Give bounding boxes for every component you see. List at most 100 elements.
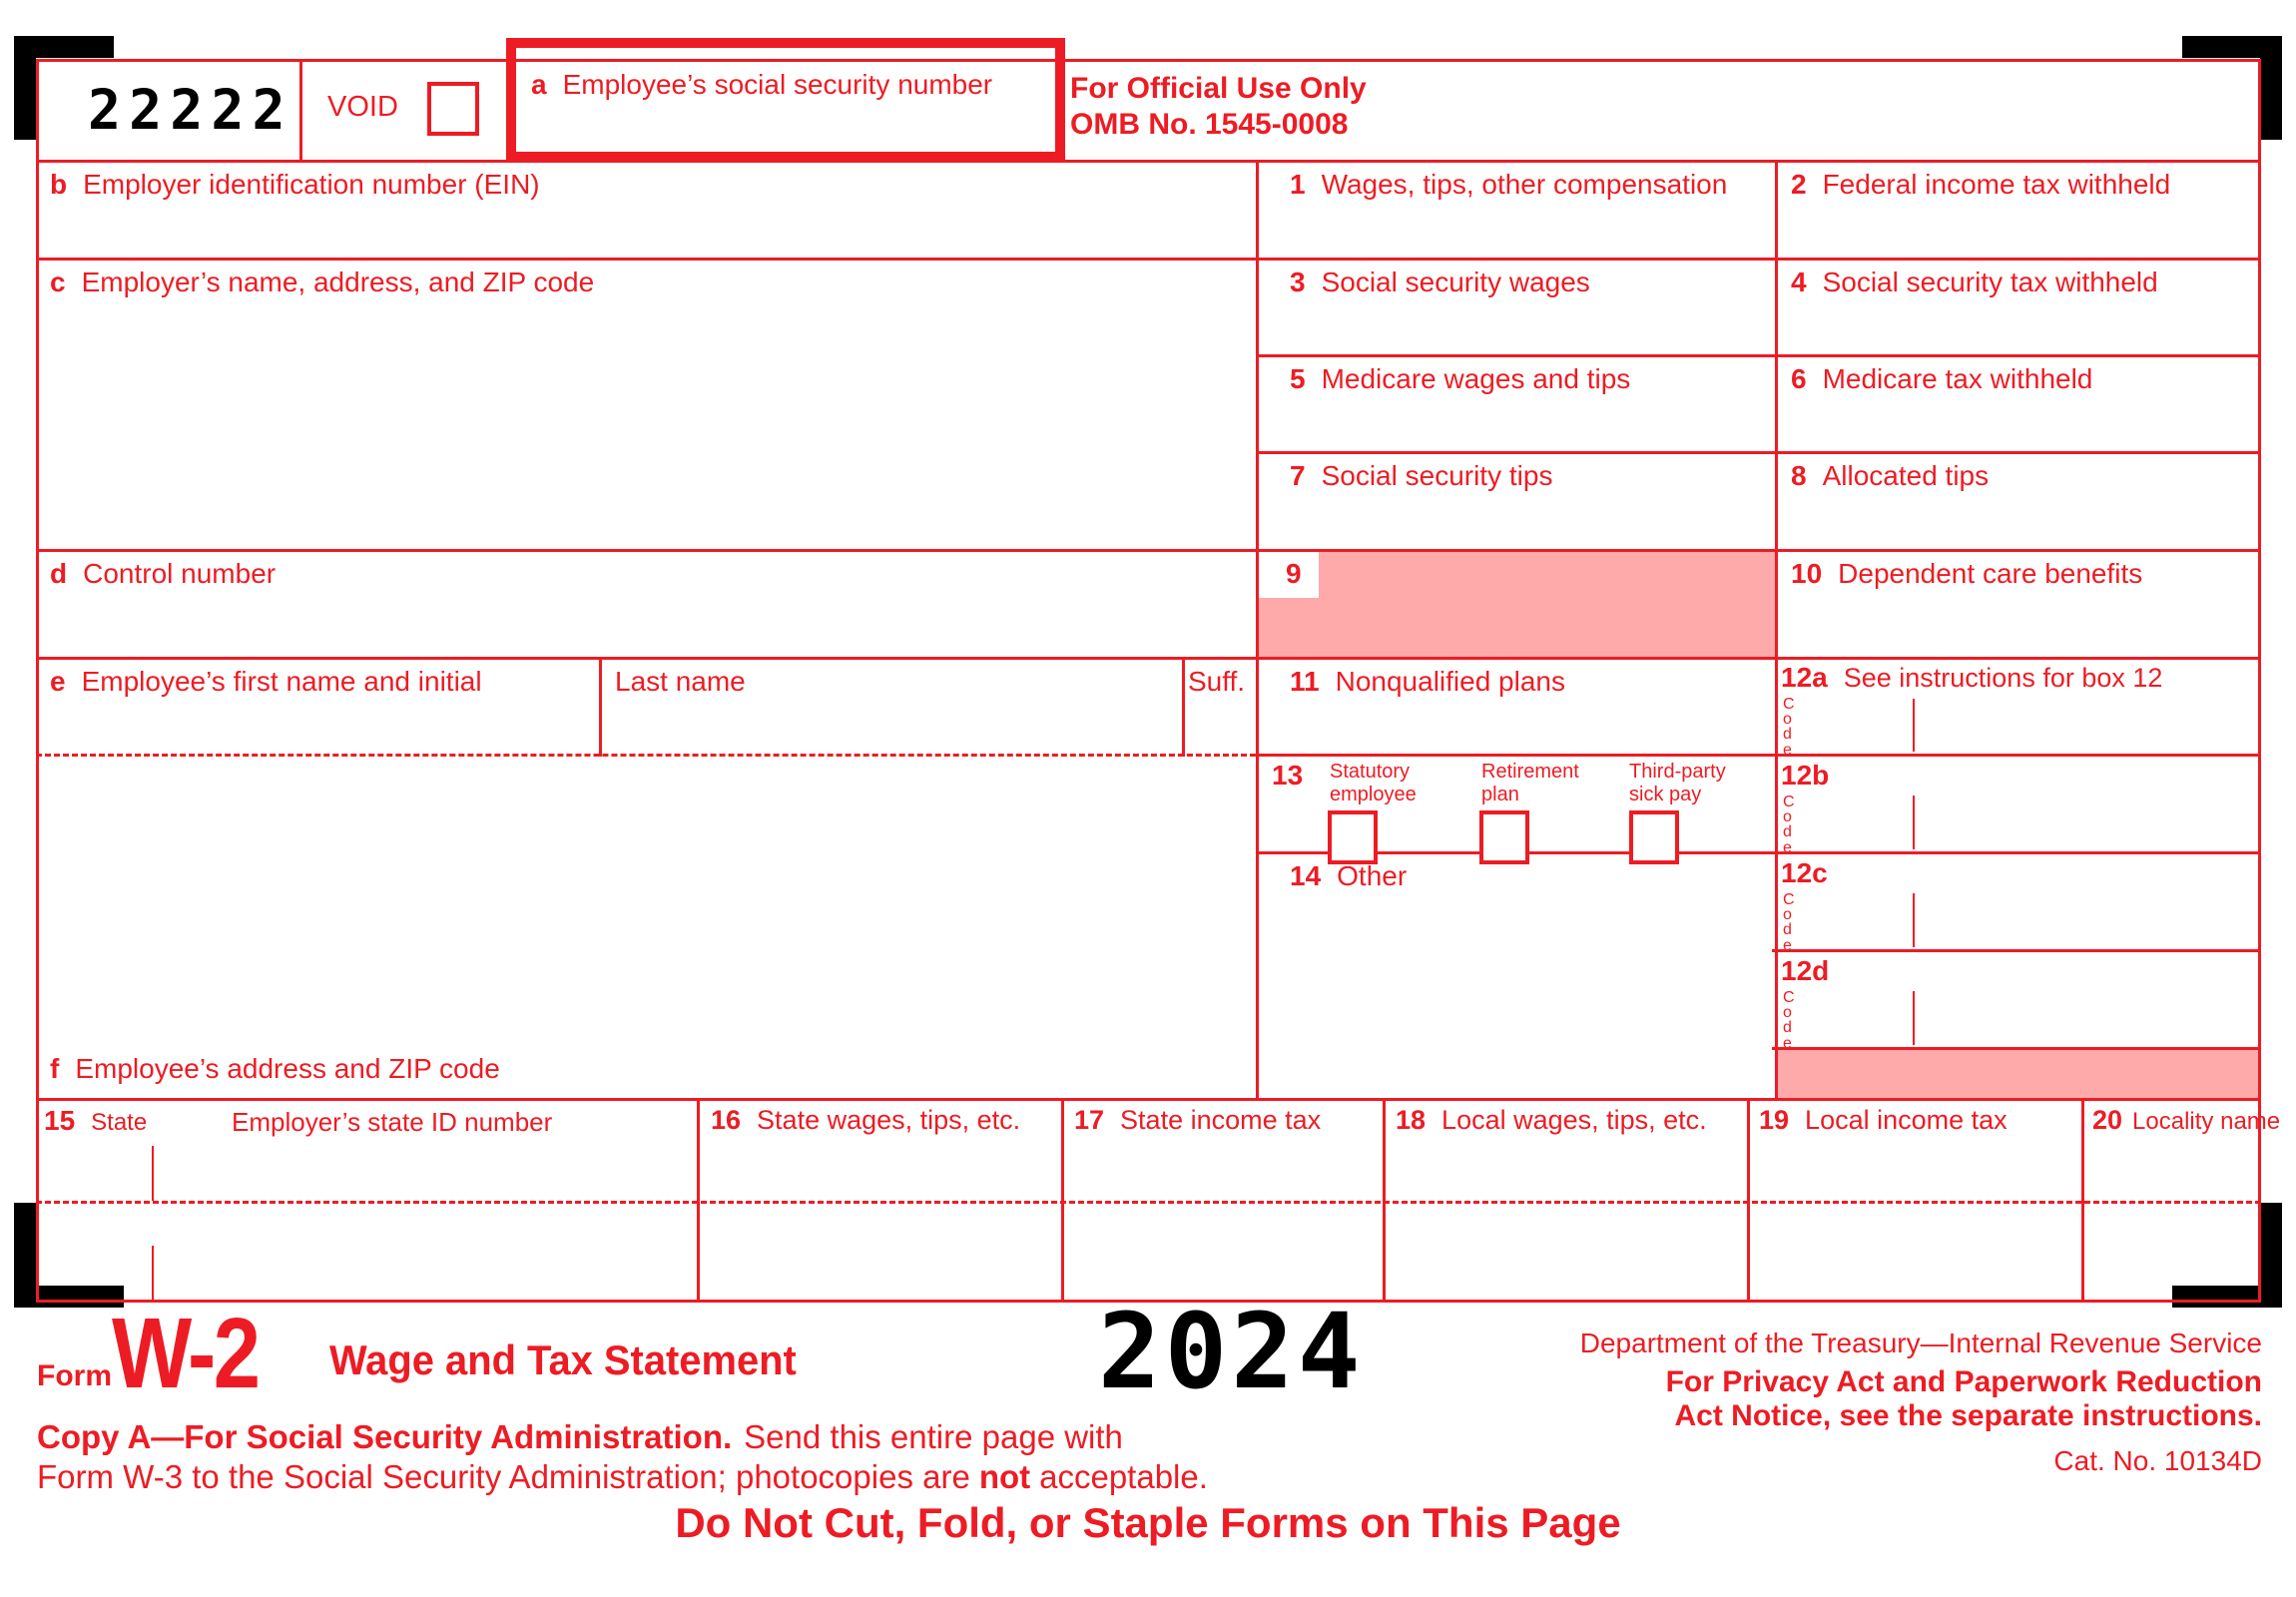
- grid-line: [1182, 657, 1185, 757]
- statutory-employee-checkbox[interactable]: [1328, 810, 1378, 864]
- box-20-label: 20 Locality name: [2092, 1105, 2281, 1135]
- grid-line: [36, 258, 2261, 261]
- third-party-sick-pay-checkbox[interactable]: [1629, 810, 1679, 864]
- void-checkbox[interactable]: [427, 82, 479, 136]
- grid-line: [1256, 354, 2261, 357]
- form-control-code: 22222: [88, 78, 293, 142]
- box-12d-label: 12d: [1781, 955, 1830, 986]
- box-3-label: 3 Social security wages: [1290, 266, 1590, 297]
- box-12a-code-entry-line: [1913, 699, 1915, 752]
- box-17-label: 17 State income tax: [1074, 1105, 1322, 1135]
- box-e-label: e Employee’s first name and initial: [50, 666, 482, 697]
- omb-number-label: OMB No. 1545-0008: [1070, 108, 1349, 141]
- state-id-divider: [152, 1246, 154, 1300]
- tax-year: 2024: [1098, 1291, 1365, 1412]
- corner-mark-bottom-left: [14, 1286, 124, 1308]
- box-b-label: b Employer identification number (EIN): [50, 169, 540, 200]
- official-use-only-label: For Official Use Only: [1070, 72, 1367, 105]
- box-9-shaded-area: [1259, 552, 1775, 657]
- box-16-label: 16 State wages, tips, etc.: [711, 1105, 1021, 1135]
- form-word-label: Form: [37, 1359, 112, 1392]
- grid-line: [36, 160, 2261, 163]
- void-label: VOID: [327, 91, 398, 123]
- box-1-label: 1 Wages, tips, other compensation: [1290, 169, 1728, 200]
- grid-line: [1772, 1047, 2261, 1050]
- last-name-label: Last name: [615, 666, 746, 697]
- retirement-plan-checkbox[interactable]: [1479, 810, 1529, 864]
- box-13-label: 13: [1272, 760, 1304, 791]
- box-10-label: 10 Dependent care benefits: [1791, 558, 2143, 589]
- copy-a-line-1: Copy A—For Social Security Administratio…: [37, 1418, 1123, 1455]
- grid-line: [599, 657, 602, 757]
- grid-line: [1383, 1098, 1386, 1303]
- suffix-label: Suff.: [1188, 666, 1246, 697]
- box-4-label: 4 Social security tax withheld: [1791, 266, 2158, 297]
- corner-mark-bottom-right: [2260, 1203, 2282, 1308]
- box-5-label: 5 Medicare wages and tips: [1290, 363, 1631, 394]
- box-12b-code-entry-line: [1913, 796, 1915, 849]
- box-f-label: f Employee’s address and ZIP code: [50, 1053, 500, 1084]
- form-right-border: [2258, 59, 2261, 1303]
- privacy-act-line-1: For Privacy Act and Paperwork Reduction: [1665, 1365, 2262, 1398]
- grid-line: [1256, 754, 2261, 757]
- grid-line: [1256, 451, 2261, 454]
- box-12c-label: 12c: [1781, 857, 1828, 888]
- box-12a-label: 12a See instructions for box 12: [1781, 662, 2163, 693]
- box-7-label: 7 Social security tips: [1290, 460, 1553, 491]
- form-number-title: W-2: [112, 1298, 261, 1409]
- corner-mark-top-right: [2260, 36, 2282, 140]
- copy-a-line-2: Form W-3 to the Social Security Administ…: [37, 1458, 1208, 1495]
- box-12-shaded-strip: [1775, 1050, 2258, 1098]
- statutory-employee-label: Statutory employee: [1330, 761, 1417, 805]
- grid-line: [1772, 949, 2261, 952]
- box-14-label: 14 Other: [1290, 860, 1408, 891]
- state-row-dashed-line: [36, 1201, 2261, 1204]
- corner-mark-bottom-right: [2172, 1286, 2282, 1308]
- third-party-sick-pay-label: Third-party sick pay: [1629, 761, 1726, 805]
- grid-line: [36, 657, 2261, 660]
- box-d-label: d Control number: [50, 558, 277, 589]
- catalog-number: Cat. No. 10134D: [2053, 1445, 2262, 1476]
- grid-line: [1256, 160, 1259, 1098]
- box-9-number-notch: [1259, 552, 1319, 598]
- box-12d-code-entry-line: [1913, 991, 1915, 1045]
- privacy-act-line-2: Act Notice, see the separate instruction…: [1674, 1399, 2262, 1432]
- box-12c-code-entry-line: [1913, 893, 1915, 947]
- grid-line: [697, 1098, 700, 1303]
- department-line: Department of the Treasury—Internal Reve…: [1579, 1328, 2262, 1358]
- box-a-label: a Employee’s social security number: [531, 69, 993, 100]
- corner-mark-top-left: [14, 36, 36, 140]
- retirement-plan-label: Retirement plan: [1481, 761, 1579, 805]
- box-19-label: 19 Local income tax: [1759, 1105, 2008, 1135]
- grid-line: [36, 1098, 2261, 1101]
- box-15-label: 15 State: [44, 1105, 148, 1136]
- state-id-divider: [152, 1146, 154, 1201]
- form-left-border: [36, 59, 39, 1303]
- grid-line: [1061, 1098, 1064, 1303]
- box-12d-code-label: Code: [1783, 989, 1795, 1052]
- grid-line: [36, 1300, 2261, 1303]
- grid-line: [1747, 1098, 1750, 1303]
- grid-line: [299, 59, 302, 163]
- box-12b-label: 12b: [1781, 760, 1830, 791]
- box-11-label: 11 Nonqualified plans: [1290, 666, 1565, 697]
- box-a-letter: a: [531, 69, 547, 100]
- grid-line: [1256, 851, 2261, 854]
- box-c-label: c Employer’s name, address, and ZIP code: [50, 266, 595, 297]
- box-a-outline: [506, 38, 1065, 162]
- box-2-label: 2 Federal income tax withheld: [1791, 169, 2171, 200]
- grid-line: [2081, 1098, 2084, 1303]
- box-18-label: 18 Local wages, tips, etc.: [1396, 1105, 1707, 1135]
- corner-mark-bottom-left: [14, 1203, 36, 1308]
- grid-line: [36, 549, 2261, 552]
- box-8-label: 8 Allocated tips: [1791, 460, 1990, 491]
- box-15-employer-state-id-label: Employer’s state ID number: [232, 1107, 553, 1137]
- employee-name-dashed-line: [36, 754, 1256, 757]
- corner-mark-top-left: [14, 36, 114, 58]
- form-title: Wage and Tax Statement: [329, 1336, 797, 1383]
- box-12a-code-label: Code: [1783, 696, 1795, 759]
- do-not-cut-notice: Do Not Cut, Fold, or Staple Forms on Thi…: [675, 1499, 1621, 1546]
- grid-line: [36, 59, 2261, 62]
- box-12c-code-label: Code: [1783, 891, 1795, 954]
